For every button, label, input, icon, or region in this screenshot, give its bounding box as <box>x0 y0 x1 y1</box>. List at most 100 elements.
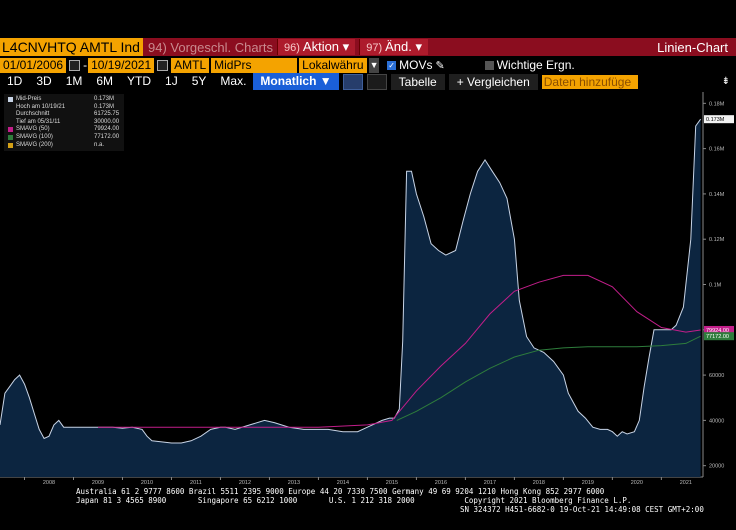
legend-row-smavg200: SMAVG (200) n.a. <box>8 142 120 150</box>
pencil-icon[interactable]: ✎ <box>435 59 445 72</box>
footer-session-line: SN 324372 H451-6682-0 19-Oct-21 14:49:08… <box>460 505 704 514</box>
range-row: 1D 3D 1M 6M YTD 1J 5Y Max. Monatlich ▼ T… <box>0 73 736 90</box>
x-tick-label: 2008 <box>43 480 55 485</box>
last-value-tag <box>704 325 734 334</box>
legend-label: SMAVG (100) <box>16 133 53 140</box>
date-separator: - <box>83 58 88 72</box>
line-chart-icon[interactable] <box>342 73 363 90</box>
legend-label: Durchschnitt <box>16 111 50 118</box>
field-selector[interactable]: MidPrs <box>211 57 298 73</box>
events-checkbox[interactable] <box>484 60 494 70</box>
x-tick-label: 2016 <box>435 480 447 485</box>
legend-row-smavg100: SMAVG (100) 77172.00 <box>8 134 120 142</box>
compare-button[interactable]: + Vergleichen <box>448 73 538 90</box>
price-line <box>0 118 702 444</box>
range-1j-button[interactable]: 1J <box>165 74 178 88</box>
currency-selector[interactable]: Lokalwähru <box>299 57 368 73</box>
legend-row-smavg50: SMAVG (50) 79924.00 <box>8 126 120 134</box>
x-tick-label: 2017 <box>484 480 496 485</box>
legend-value: 0.173M <box>94 96 115 102</box>
legend-row-low: Tief am 05/31/11 30000.00 <box>8 119 120 127</box>
y-tick-label: 20000 <box>709 464 724 470</box>
legend-swatch <box>8 142 13 148</box>
footer-contacts-line2: Japan 81 3 4565 8900 Singapore 65 6212 1… <box>76 496 632 505</box>
x-tick-label: 2009 <box>92 480 104 485</box>
chart-legend: Mid-Preis 0.173M Hoch am 10/19/21 0.173M D… <box>4 94 124 152</box>
caret-down-icon: ▾ <box>342 39 350 54</box>
range-max-button[interactable]: Max. <box>220 74 247 88</box>
footer-contacts-line1: Australia 61 2 9777 8600 Brazil 5511 239… <box>76 487 605 496</box>
date-to-field[interactable]: 10/19/2021 <box>88 57 155 73</box>
x-tick-label: 2019 <box>582 480 594 485</box>
x-tick-label: 2011 <box>190 480 202 485</box>
action-menu-button[interactable]: 96) Aktion ▾ <box>277 39 356 55</box>
x-tick-label: 2010 <box>141 480 153 485</box>
legend-value: 77172.00 <box>94 133 120 140</box>
smavg50-line <box>98 274 701 428</box>
suggested-charts-menu[interactable]: 94) Vorgeschl. Charts <box>147 39 273 55</box>
parameter-row: 01/01/2006 - 10/19/2021 AMTL MidPrs Loka… <box>0 57 736 73</box>
legend-label: Mid-Preis <box>16 96 42 102</box>
y-tick-label: 40000 <box>709 418 724 424</box>
frequency-dropdown[interactable]: Monatlich ▼ <box>253 73 339 90</box>
ticker-field[interactable]: L4CNVHTQ AMTL Ind <box>0 38 143 56</box>
y-tick-label: 0.18M <box>709 101 725 107</box>
legend-swatch <box>8 112 13 117</box>
action-menu-number: 96) <box>284 42 300 54</box>
x-tick-label: 2020 <box>631 480 643 485</box>
movs-checkbox[interactable]: ✓ <box>387 60 397 70</box>
range-3d-button[interactable]: 3D <box>36 74 52 88</box>
edit-menu-number: 97) <box>366 42 383 54</box>
x-tick-label: 2012 <box>239 480 251 485</box>
calendar-icon[interactable] <box>157 59 169 71</box>
last-value-label: 79924.00 <box>706 328 729 334</box>
last-value-tag <box>704 115 734 124</box>
legend-label: SMAVG (50) <box>16 126 50 133</box>
smavg100-line <box>396 335 701 421</box>
legend-label: SMAVG (200) <box>16 141 53 148</box>
security-field[interactable]: AMTL <box>171 57 210 73</box>
events-label: Wichtige Ergn. <box>496 58 575 72</box>
footer: Australia 61 2 9777 8600 Brazil 5511 239… <box>0 485 736 530</box>
caret-down-icon: ▼ <box>319 74 332 88</box>
frequency-label: Monatlich <box>260 74 317 88</box>
legend-value: 30000.00 <box>94 118 120 125</box>
add-data-input[interactable]: Daten hinzufüge <box>541 74 638 89</box>
legend-swatch <box>8 127 13 133</box>
bar-chart-icon[interactable] <box>366 73 387 90</box>
edit-menu-button[interactable]: 97) Änd. ▾ <box>359 39 429 55</box>
legend-value: 61725.75 <box>94 111 120 118</box>
legend-row-mid: Mid-Preis 0.173M <box>8 96 120 104</box>
legend-value: n.a. <box>94 141 105 148</box>
edit-menu-label: Änd. <box>385 39 412 54</box>
range-ytd-button[interactable]: YTD <box>127 74 152 88</box>
x-tick-label: 2021 <box>680 480 692 485</box>
y-tick-label: 0.12M <box>709 237 725 243</box>
range-5y-button[interactable]: 5Y <box>191 74 207 88</box>
range-1m-button[interactable]: 1M <box>65 74 83 88</box>
table-button[interactable]: Tabelle <box>390 73 445 90</box>
last-value-label: 77172.00 <box>706 334 729 340</box>
chart-type-label: Linien-Chart <box>657 39 728 55</box>
legend-swatch <box>8 120 13 125</box>
legend-swatch <box>8 97 13 102</box>
action-menu-label: Aktion <box>302 39 340 54</box>
date-from-field[interactable]: 01/01/2006 <box>0 57 67 73</box>
chevron-down-icon[interactable]: ▼ <box>369 57 380 73</box>
range-1d-button[interactable]: 1D <box>7 74 23 88</box>
y-tick-label: 60000 <box>709 373 724 379</box>
x-tick-label: 2013 <box>288 480 300 485</box>
settings-icon[interactable]: ⇟ <box>721 76 730 87</box>
legend-label: Tief am 05/31/11 <box>16 118 61 125</box>
y-tick-label: 0.14M <box>709 192 725 198</box>
y-tick-label: 0.16M <box>709 147 725 153</box>
calendar-icon[interactable] <box>69 59 81 71</box>
legend-label: Hoch am 10/19/21 <box>16 103 66 110</box>
legend-swatch <box>8 105 13 110</box>
x-tick-label: 2015 <box>386 480 398 485</box>
price-chart[interactable]: 200004000060000800000.1M0.12M0.14M0.16M0… <box>0 92 736 485</box>
legend-swatch <box>8 134 13 140</box>
range-6m-button[interactable]: 6M <box>96 74 114 88</box>
movs-label: MOVs <box>399 58 433 72</box>
title-bar: L4CNVHTQ AMTL Ind 94) Vorgeschl. Charts … <box>0 38 736 56</box>
